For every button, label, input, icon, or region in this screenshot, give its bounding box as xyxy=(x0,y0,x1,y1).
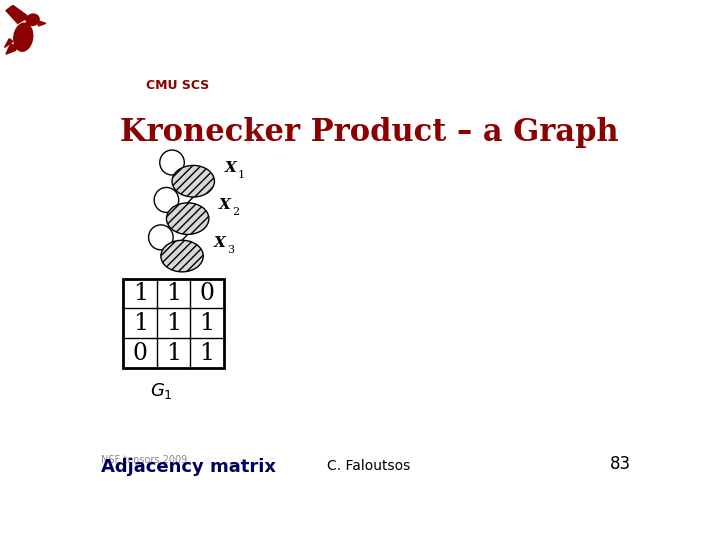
Text: C. Faloutsos: C. Faloutsos xyxy=(328,459,410,473)
Text: 83: 83 xyxy=(610,455,631,473)
Text: 1: 1 xyxy=(132,312,148,335)
Ellipse shape xyxy=(161,240,203,272)
Text: 1: 1 xyxy=(166,312,181,335)
Text: 1: 1 xyxy=(132,282,148,305)
Text: 1: 1 xyxy=(166,342,181,365)
Text: 3: 3 xyxy=(227,245,234,255)
Text: Kronecker Product – a Graph: Kronecker Product – a Graph xyxy=(120,117,618,148)
Text: X: X xyxy=(219,198,231,212)
Ellipse shape xyxy=(166,203,209,234)
Ellipse shape xyxy=(26,14,39,25)
Text: X: X xyxy=(213,236,225,249)
Polygon shape xyxy=(4,39,13,48)
Polygon shape xyxy=(6,44,17,54)
Polygon shape xyxy=(6,5,27,21)
Text: 1: 1 xyxy=(199,342,215,365)
Text: 0: 0 xyxy=(199,282,215,305)
Text: CMU SCS: CMU SCS xyxy=(145,79,209,92)
Text: 1: 1 xyxy=(199,312,215,335)
Polygon shape xyxy=(6,10,27,23)
Text: 1: 1 xyxy=(238,170,245,180)
Bar xyxy=(124,279,224,368)
Text: X: X xyxy=(225,161,236,175)
Text: Adjacency matrix: Adjacency matrix xyxy=(101,457,276,476)
Ellipse shape xyxy=(172,165,215,197)
Polygon shape xyxy=(35,20,46,26)
Text: 1: 1 xyxy=(166,282,181,305)
Text: NSF tensors 2009: NSF tensors 2009 xyxy=(101,455,187,465)
Text: 2: 2 xyxy=(233,207,240,217)
Text: $G_1$: $G_1$ xyxy=(150,381,173,401)
Text: 0: 0 xyxy=(132,342,148,365)
Ellipse shape xyxy=(14,23,32,51)
